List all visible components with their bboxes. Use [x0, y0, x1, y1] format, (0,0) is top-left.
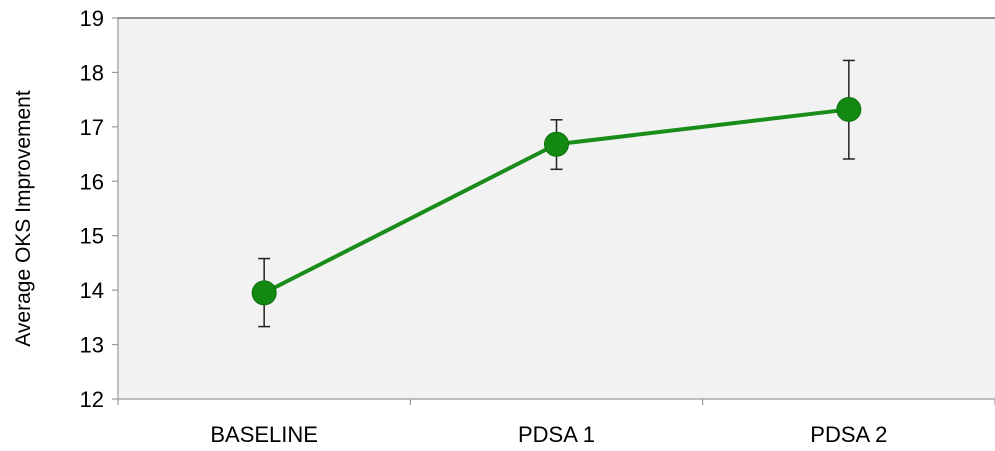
x-tick-label: PDSA 1	[518, 422, 595, 447]
y-tick-label: 17	[80, 115, 104, 140]
y-tick-label: 15	[80, 224, 104, 249]
y-tick-label: 19	[80, 6, 104, 31]
series-layer	[251, 59, 862, 328]
y-tick-label: 14	[80, 278, 104, 303]
y-axis-title: Average OKS Improvement	[12, 90, 35, 347]
y-axis: 12 13 14 15 16 17 18 19	[80, 6, 995, 412]
x-axis: BASELINE PDSA 1 PDSA 2	[117, 398, 995, 447]
y-tick-label: 13	[80, 333, 104, 358]
y-tick-label: 12	[80, 387, 104, 412]
data-point	[544, 131, 569, 157]
data-point	[251, 280, 277, 306]
x-tick-label: PDSA 2	[810, 422, 887, 447]
y-tick-label: 16	[80, 169, 104, 194]
data-point	[836, 96, 862, 122]
x-tick-label: BASELINE	[210, 422, 318, 447]
plot-background	[118, 18, 995, 399]
y-tick-label: 18	[80, 60, 104, 85]
